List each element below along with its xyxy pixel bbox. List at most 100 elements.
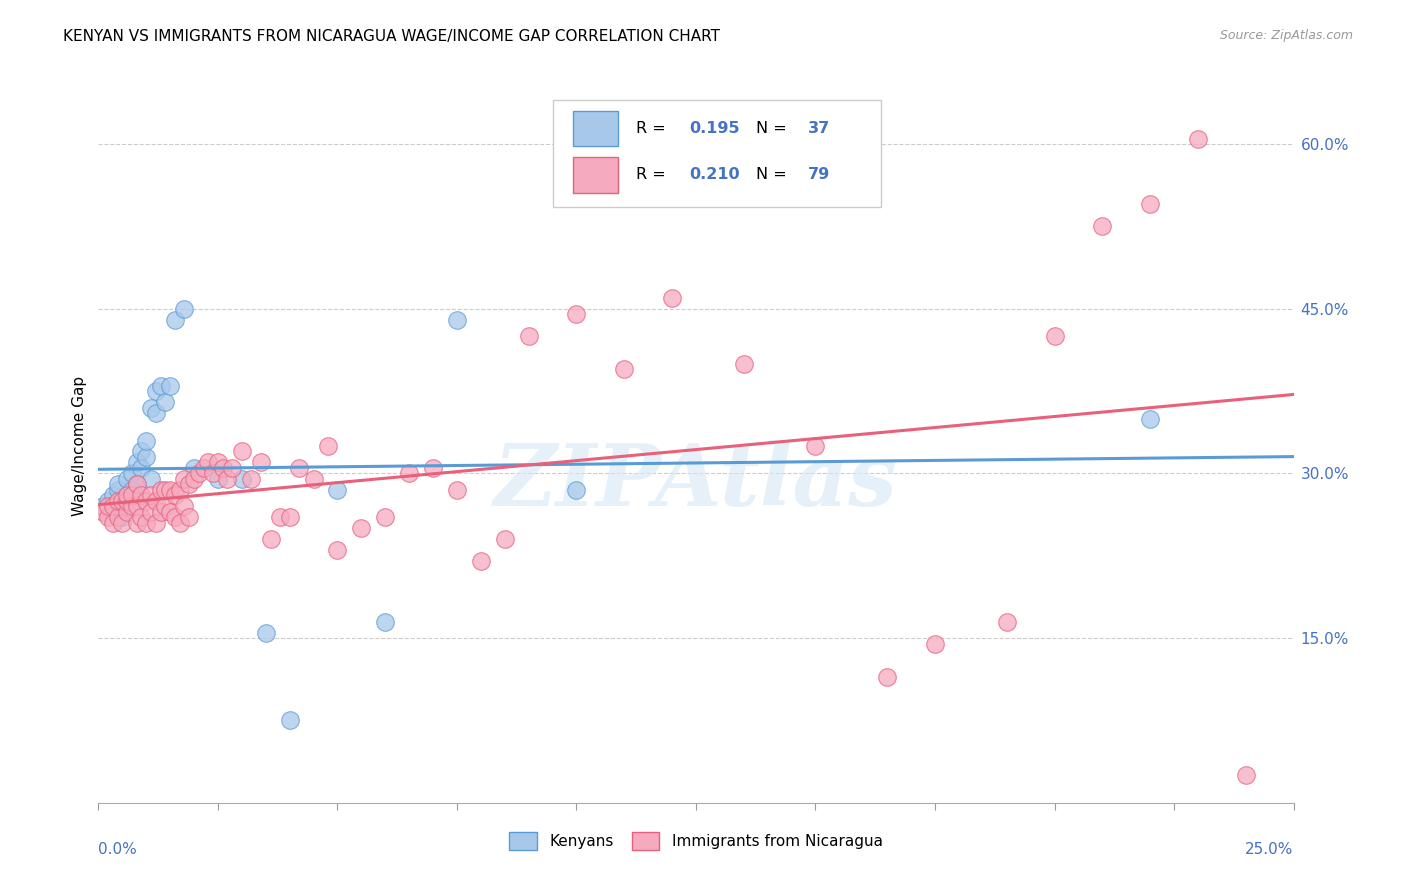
Point — [139, 488, 162, 502]
Point — [1234, 768, 1257, 782]
Point — [1139, 411, 1161, 425]
Point — [240, 472, 263, 486]
Point — [107, 494, 129, 508]
Text: 0.195: 0.195 — [689, 121, 740, 136]
Point — [159, 483, 181, 497]
Point — [131, 488, 153, 502]
Point — [135, 434, 157, 448]
Point — [155, 483, 177, 497]
Point — [125, 455, 148, 469]
Text: R =: R = — [637, 168, 671, 182]
Point — [350, 521, 373, 535]
Point — [169, 483, 191, 497]
Point — [125, 516, 148, 530]
Point — [159, 505, 181, 519]
Point — [131, 444, 153, 458]
Point — [115, 488, 138, 502]
Text: R =: R = — [637, 121, 671, 136]
Point — [101, 516, 124, 530]
Text: 25.0%: 25.0% — [1246, 842, 1294, 857]
Point — [111, 510, 134, 524]
Point — [145, 494, 167, 508]
Point — [155, 500, 177, 514]
Point — [374, 510, 396, 524]
Point — [121, 483, 143, 497]
Text: N =: N = — [756, 168, 792, 182]
Point — [288, 461, 311, 475]
Point — [163, 510, 186, 524]
Point — [202, 467, 225, 481]
Point — [1043, 329, 1066, 343]
Point — [135, 450, 157, 464]
Point — [101, 488, 124, 502]
Legend: Kenyans, Immigrants from Nicaragua: Kenyans, Immigrants from Nicaragua — [503, 826, 889, 855]
Point — [269, 510, 291, 524]
Point — [179, 510, 201, 524]
Point — [163, 488, 186, 502]
Point — [91, 505, 114, 519]
Text: 0.0%: 0.0% — [98, 842, 138, 857]
Point — [173, 301, 195, 316]
Point — [111, 494, 134, 508]
Point — [121, 488, 143, 502]
Point — [278, 510, 301, 524]
Point — [97, 510, 120, 524]
Point — [131, 461, 153, 475]
Point — [422, 461, 444, 475]
Point — [121, 500, 143, 514]
Point — [207, 472, 229, 486]
Point — [183, 472, 205, 486]
Point — [302, 472, 325, 486]
Point — [135, 494, 157, 508]
Point — [145, 384, 167, 398]
Point — [517, 329, 540, 343]
Point — [995, 615, 1018, 629]
Point — [876, 669, 898, 683]
Point — [107, 483, 129, 497]
Point — [131, 510, 153, 524]
Point — [107, 510, 129, 524]
Text: 79: 79 — [808, 168, 831, 182]
Point — [173, 472, 195, 486]
Point — [125, 477, 148, 491]
Point — [111, 494, 134, 508]
Point — [111, 516, 134, 530]
Point — [446, 312, 468, 326]
Point — [661, 291, 683, 305]
Point — [91, 500, 114, 514]
Point — [211, 461, 233, 475]
Text: KENYAN VS IMMIGRANTS FROM NICARAGUA WAGE/INCOME GAP CORRELATION CHART: KENYAN VS IMMIGRANTS FROM NICARAGUA WAGE… — [63, 29, 720, 44]
Point — [197, 455, 219, 469]
Point — [97, 500, 120, 514]
Point — [135, 516, 157, 530]
Point — [101, 500, 124, 514]
Point — [565, 307, 588, 321]
Point — [326, 543, 349, 558]
Point — [149, 483, 172, 497]
Point — [254, 625, 277, 640]
Point — [326, 483, 349, 497]
Point — [193, 461, 215, 475]
Y-axis label: Wage/Income Gap: Wage/Income Gap — [72, 376, 87, 516]
Point — [159, 378, 181, 392]
Point — [470, 554, 492, 568]
Text: 37: 37 — [808, 121, 831, 136]
Point — [221, 461, 243, 475]
Point — [187, 467, 209, 481]
Point — [179, 477, 201, 491]
Point — [97, 494, 120, 508]
Point — [115, 494, 138, 508]
Point — [107, 477, 129, 491]
Text: 0.210: 0.210 — [689, 168, 740, 182]
Point — [446, 483, 468, 497]
Point — [139, 505, 162, 519]
Text: Source: ZipAtlas.com: Source: ZipAtlas.com — [1219, 29, 1353, 42]
Point — [565, 483, 588, 497]
Point — [155, 395, 177, 409]
FancyBboxPatch shape — [553, 100, 882, 207]
Point — [121, 467, 143, 481]
FancyBboxPatch shape — [572, 111, 619, 146]
Point — [139, 472, 162, 486]
Point — [1187, 131, 1209, 145]
Point — [924, 637, 946, 651]
